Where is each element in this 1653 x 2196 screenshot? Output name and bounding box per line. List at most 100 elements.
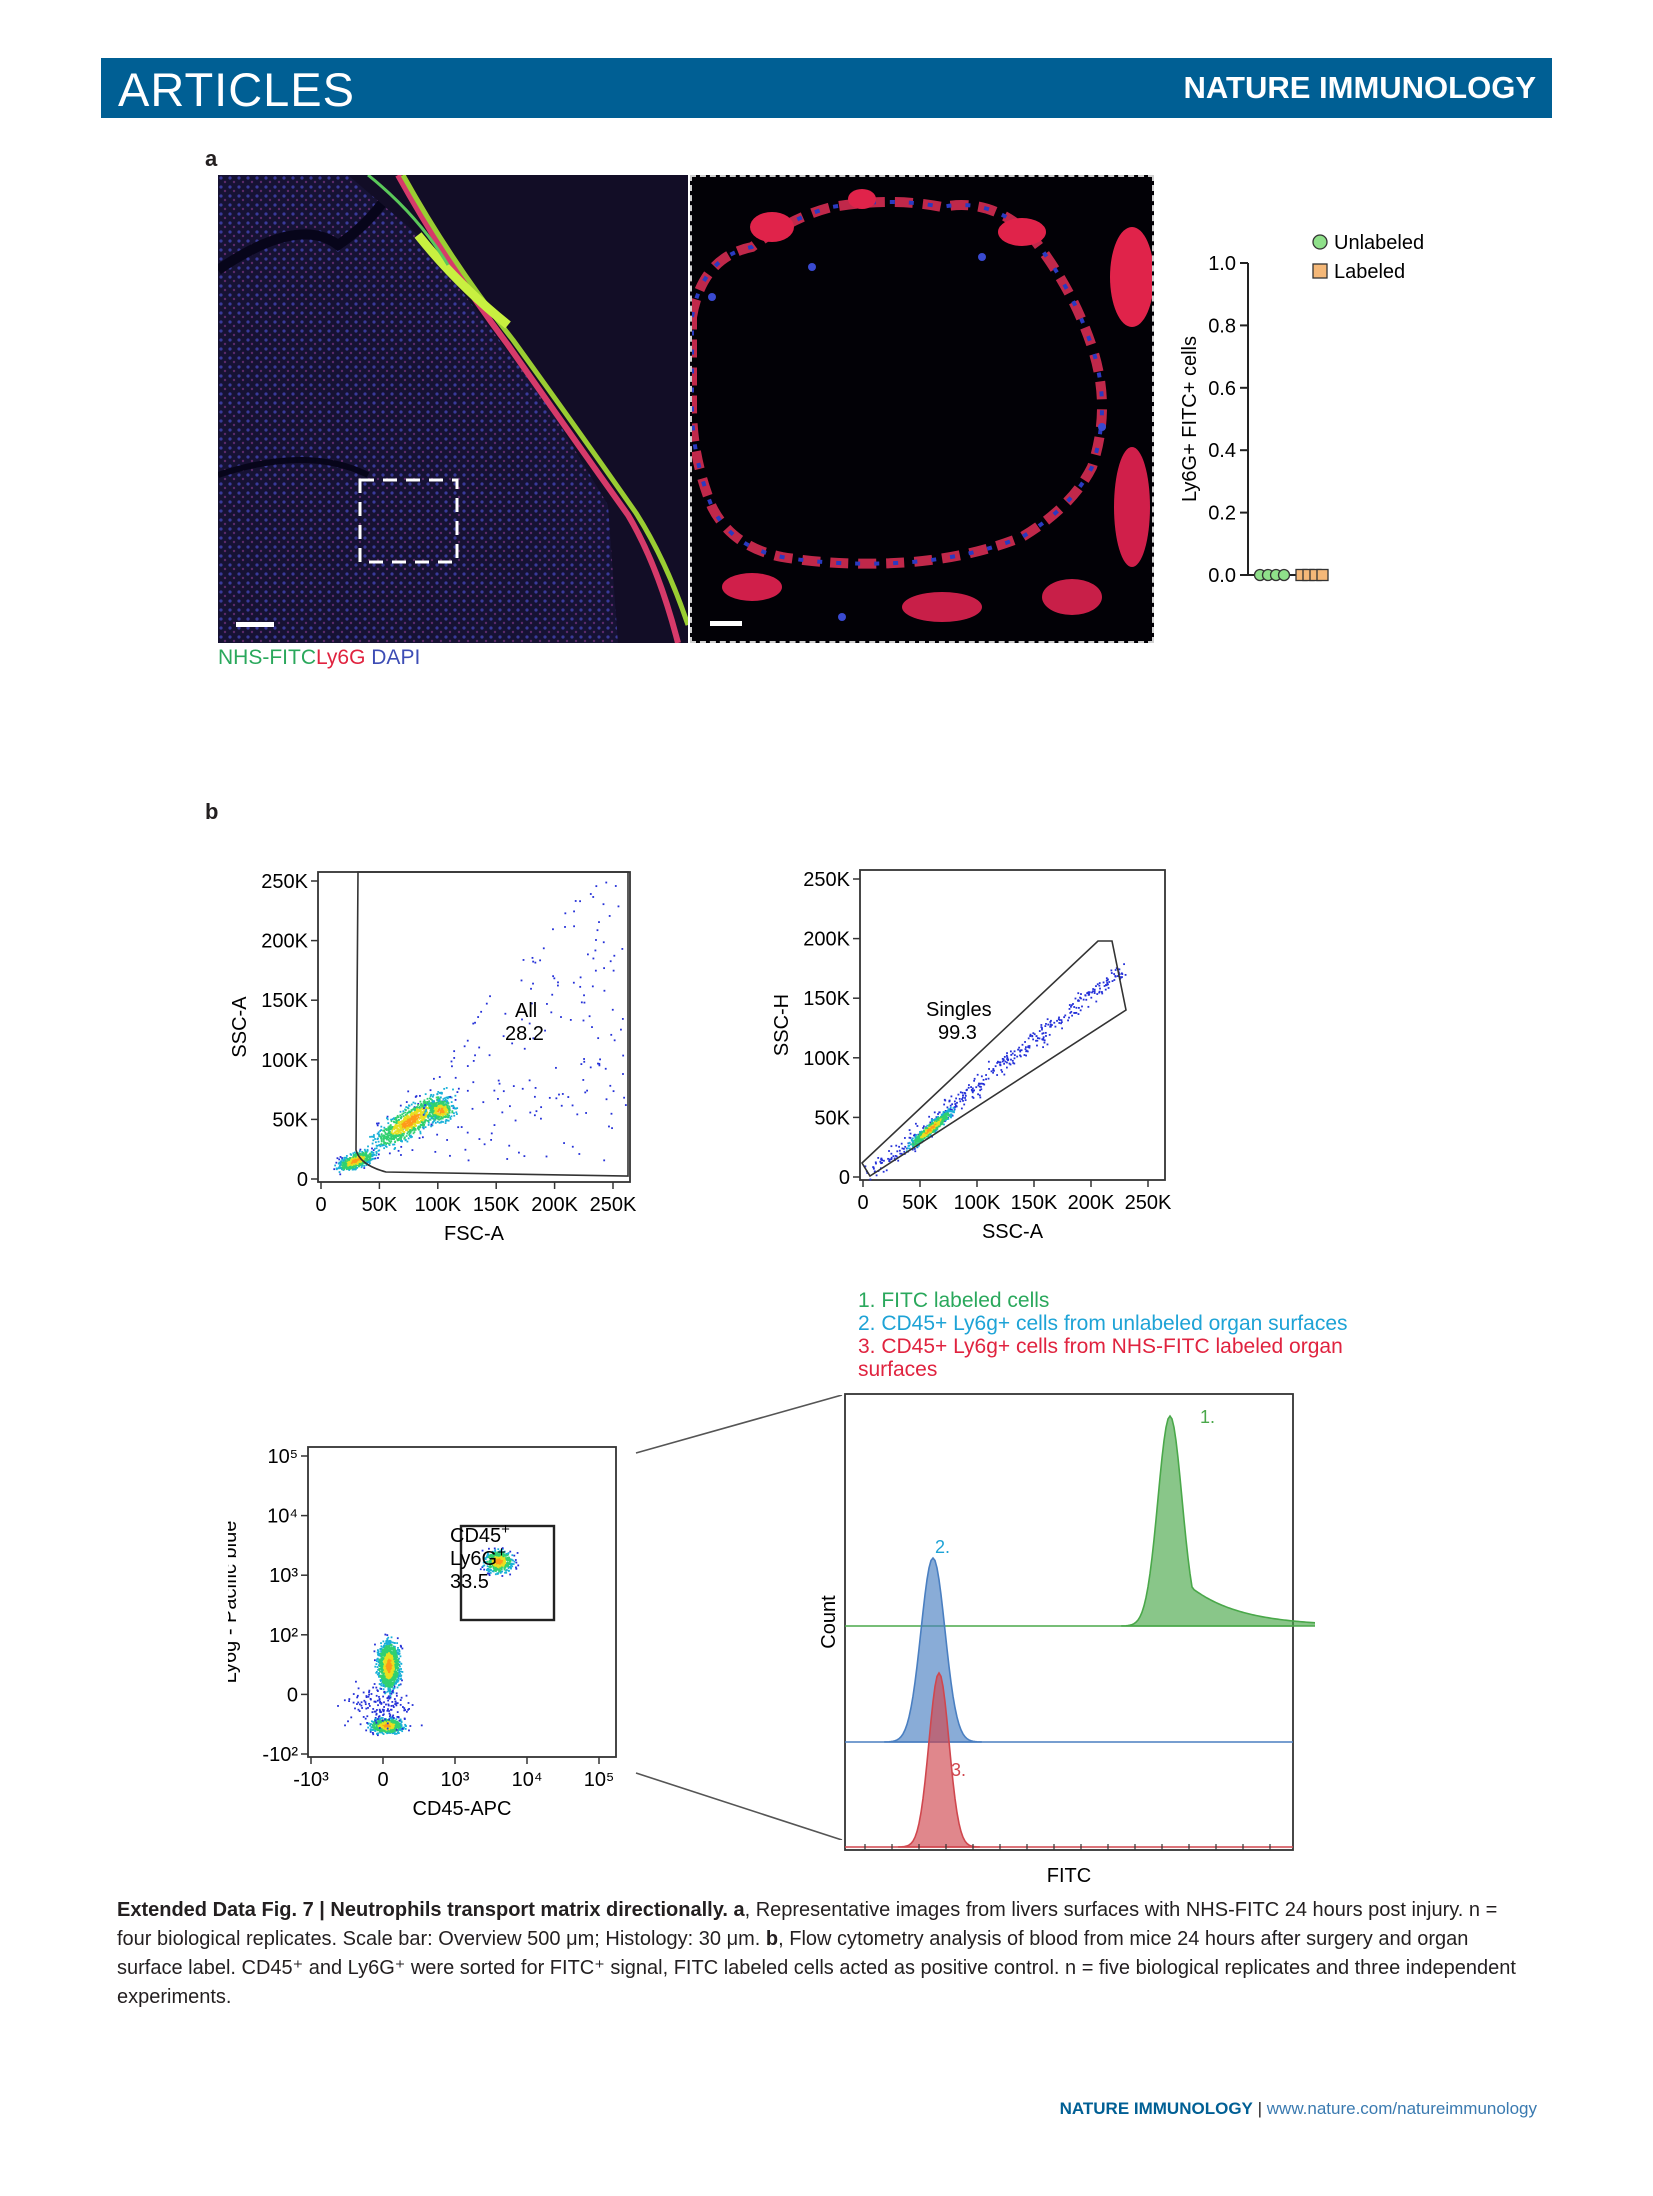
ssc-event bbox=[1068, 1004, 1071, 1006]
fsc-event bbox=[419, 1132, 422, 1135]
fsc-event bbox=[396, 1138, 399, 1141]
fsc-event bbox=[415, 1108, 418, 1111]
fsc-event bbox=[390, 1118, 393, 1121]
fsc-event bbox=[447, 1116, 450, 1119]
fsc-event bbox=[348, 1166, 351, 1169]
ssc-event bbox=[1006, 1066, 1008, 1069]
cd45-y-tick-label: -10² bbox=[262, 1744, 298, 1766]
ssc-event bbox=[1099, 987, 1101, 990]
cd45-event bbox=[388, 1664, 391, 1667]
fsc-event bbox=[450, 1105, 453, 1107]
cd45-event bbox=[488, 1572, 491, 1575]
cd45-event bbox=[499, 1554, 502, 1557]
stain-nhs-fitc: NHS-FITC bbox=[218, 646, 316, 669]
cd45-event bbox=[502, 1565, 505, 1567]
fsc-event bbox=[393, 1118, 396, 1121]
fsc-event bbox=[344, 1161, 347, 1164]
fsc-event bbox=[420, 1119, 422, 1122]
cd45-event bbox=[384, 1682, 387, 1685]
cd45-event bbox=[395, 1661, 398, 1663]
liver-zoom-image bbox=[690, 175, 1154, 643]
fsc-event bbox=[438, 1115, 441, 1118]
cd45-event bbox=[494, 1566, 497, 1569]
fsc-event bbox=[586, 1089, 589, 1092]
fsc-event bbox=[377, 1144, 380, 1147]
cd45-x-tick-label: 0 bbox=[377, 1769, 388, 1791]
fsc-event bbox=[440, 1113, 443, 1115]
ssc-event bbox=[940, 1115, 943, 1118]
cd45-event bbox=[393, 1655, 396, 1658]
ssc-event bbox=[1006, 1061, 1008, 1064]
cd45-event bbox=[499, 1571, 502, 1574]
fsc-event bbox=[592, 957, 595, 960]
cd45-event bbox=[389, 1668, 392, 1670]
fsc-event bbox=[376, 1138, 379, 1140]
cd45-event bbox=[380, 1650, 382, 1653]
fsc-event bbox=[424, 1119, 427, 1122]
fsc-event bbox=[602, 941, 605, 944]
ssc-event bbox=[943, 1115, 946, 1118]
cd45-event bbox=[499, 1561, 502, 1563]
fsc-event bbox=[344, 1156, 347, 1159]
fsc-event bbox=[399, 1110, 402, 1113]
fsc-event bbox=[395, 1134, 398, 1137]
ssc-event bbox=[926, 1127, 929, 1130]
fsc-event bbox=[434, 1106, 436, 1109]
cd45-event bbox=[384, 1658, 387, 1661]
fsc-event bbox=[611, 1127, 613, 1130]
fsc-event bbox=[405, 1128, 408, 1131]
fsc-event bbox=[439, 1118, 442, 1120]
cd45-event bbox=[387, 1685, 390, 1688]
cd45-event bbox=[376, 1689, 379, 1692]
ssc-event bbox=[913, 1139, 916, 1142]
cd45-event bbox=[380, 1653, 383, 1656]
ssc-event bbox=[1032, 1032, 1035, 1035]
ssc-event bbox=[1041, 1032, 1044, 1035]
fsc-event bbox=[336, 1157, 339, 1160]
ssc-event bbox=[936, 1121, 939, 1124]
ssc-event bbox=[1077, 1013, 1080, 1015]
cd45-event bbox=[512, 1563, 515, 1565]
cd45-event bbox=[387, 1684, 390, 1686]
fsc-event bbox=[369, 1135, 371, 1138]
fsc-event bbox=[589, 893, 592, 895]
ssc-event bbox=[1036, 1039, 1039, 1042]
ssc-event bbox=[958, 1097, 961, 1100]
ssc-event bbox=[1068, 1016, 1070, 1019]
cd45-event bbox=[387, 1646, 390, 1649]
ssc-event bbox=[915, 1142, 918, 1145]
fsc-event bbox=[455, 1111, 458, 1114]
ssc-event bbox=[932, 1129, 935, 1132]
fsc-event bbox=[395, 1130, 398, 1133]
fsc-event bbox=[395, 1118, 398, 1121]
fsc-event bbox=[582, 1019, 585, 1022]
fsc-event bbox=[343, 1165, 346, 1167]
fsc-event bbox=[564, 912, 567, 915]
cd45-event bbox=[498, 1554, 501, 1557]
ssc-event bbox=[920, 1136, 923, 1139]
fsc-event bbox=[437, 1116, 440, 1119]
cd45-event bbox=[377, 1654, 380, 1657]
ssc-event bbox=[1045, 1022, 1047, 1025]
cd45-event bbox=[386, 1719, 389, 1721]
ssc-event bbox=[1021, 1043, 1024, 1046]
fsc-event bbox=[349, 1153, 352, 1155]
fsc-event bbox=[489, 995, 491, 998]
cd45-event bbox=[397, 1666, 400, 1669]
fsc-event bbox=[424, 1093, 427, 1096]
ssc-event bbox=[937, 1125, 940, 1128]
fsc-event bbox=[457, 1126, 460, 1129]
cd45-event bbox=[481, 1566, 484, 1569]
ssc-event bbox=[924, 1127, 927, 1129]
cd45-event bbox=[372, 1726, 374, 1729]
fsc-event bbox=[354, 1160, 357, 1163]
cd45-event bbox=[392, 1662, 395, 1665]
cd45-event bbox=[380, 1647, 383, 1650]
ssc-event bbox=[928, 1125, 931, 1127]
ssc-event bbox=[944, 1099, 947, 1102]
cd45-event bbox=[377, 1668, 379, 1671]
cd45-event bbox=[390, 1663, 393, 1666]
fsc-event bbox=[422, 1105, 425, 1108]
fsc-event bbox=[394, 1134, 397, 1137]
cd45-event bbox=[395, 1673, 397, 1676]
